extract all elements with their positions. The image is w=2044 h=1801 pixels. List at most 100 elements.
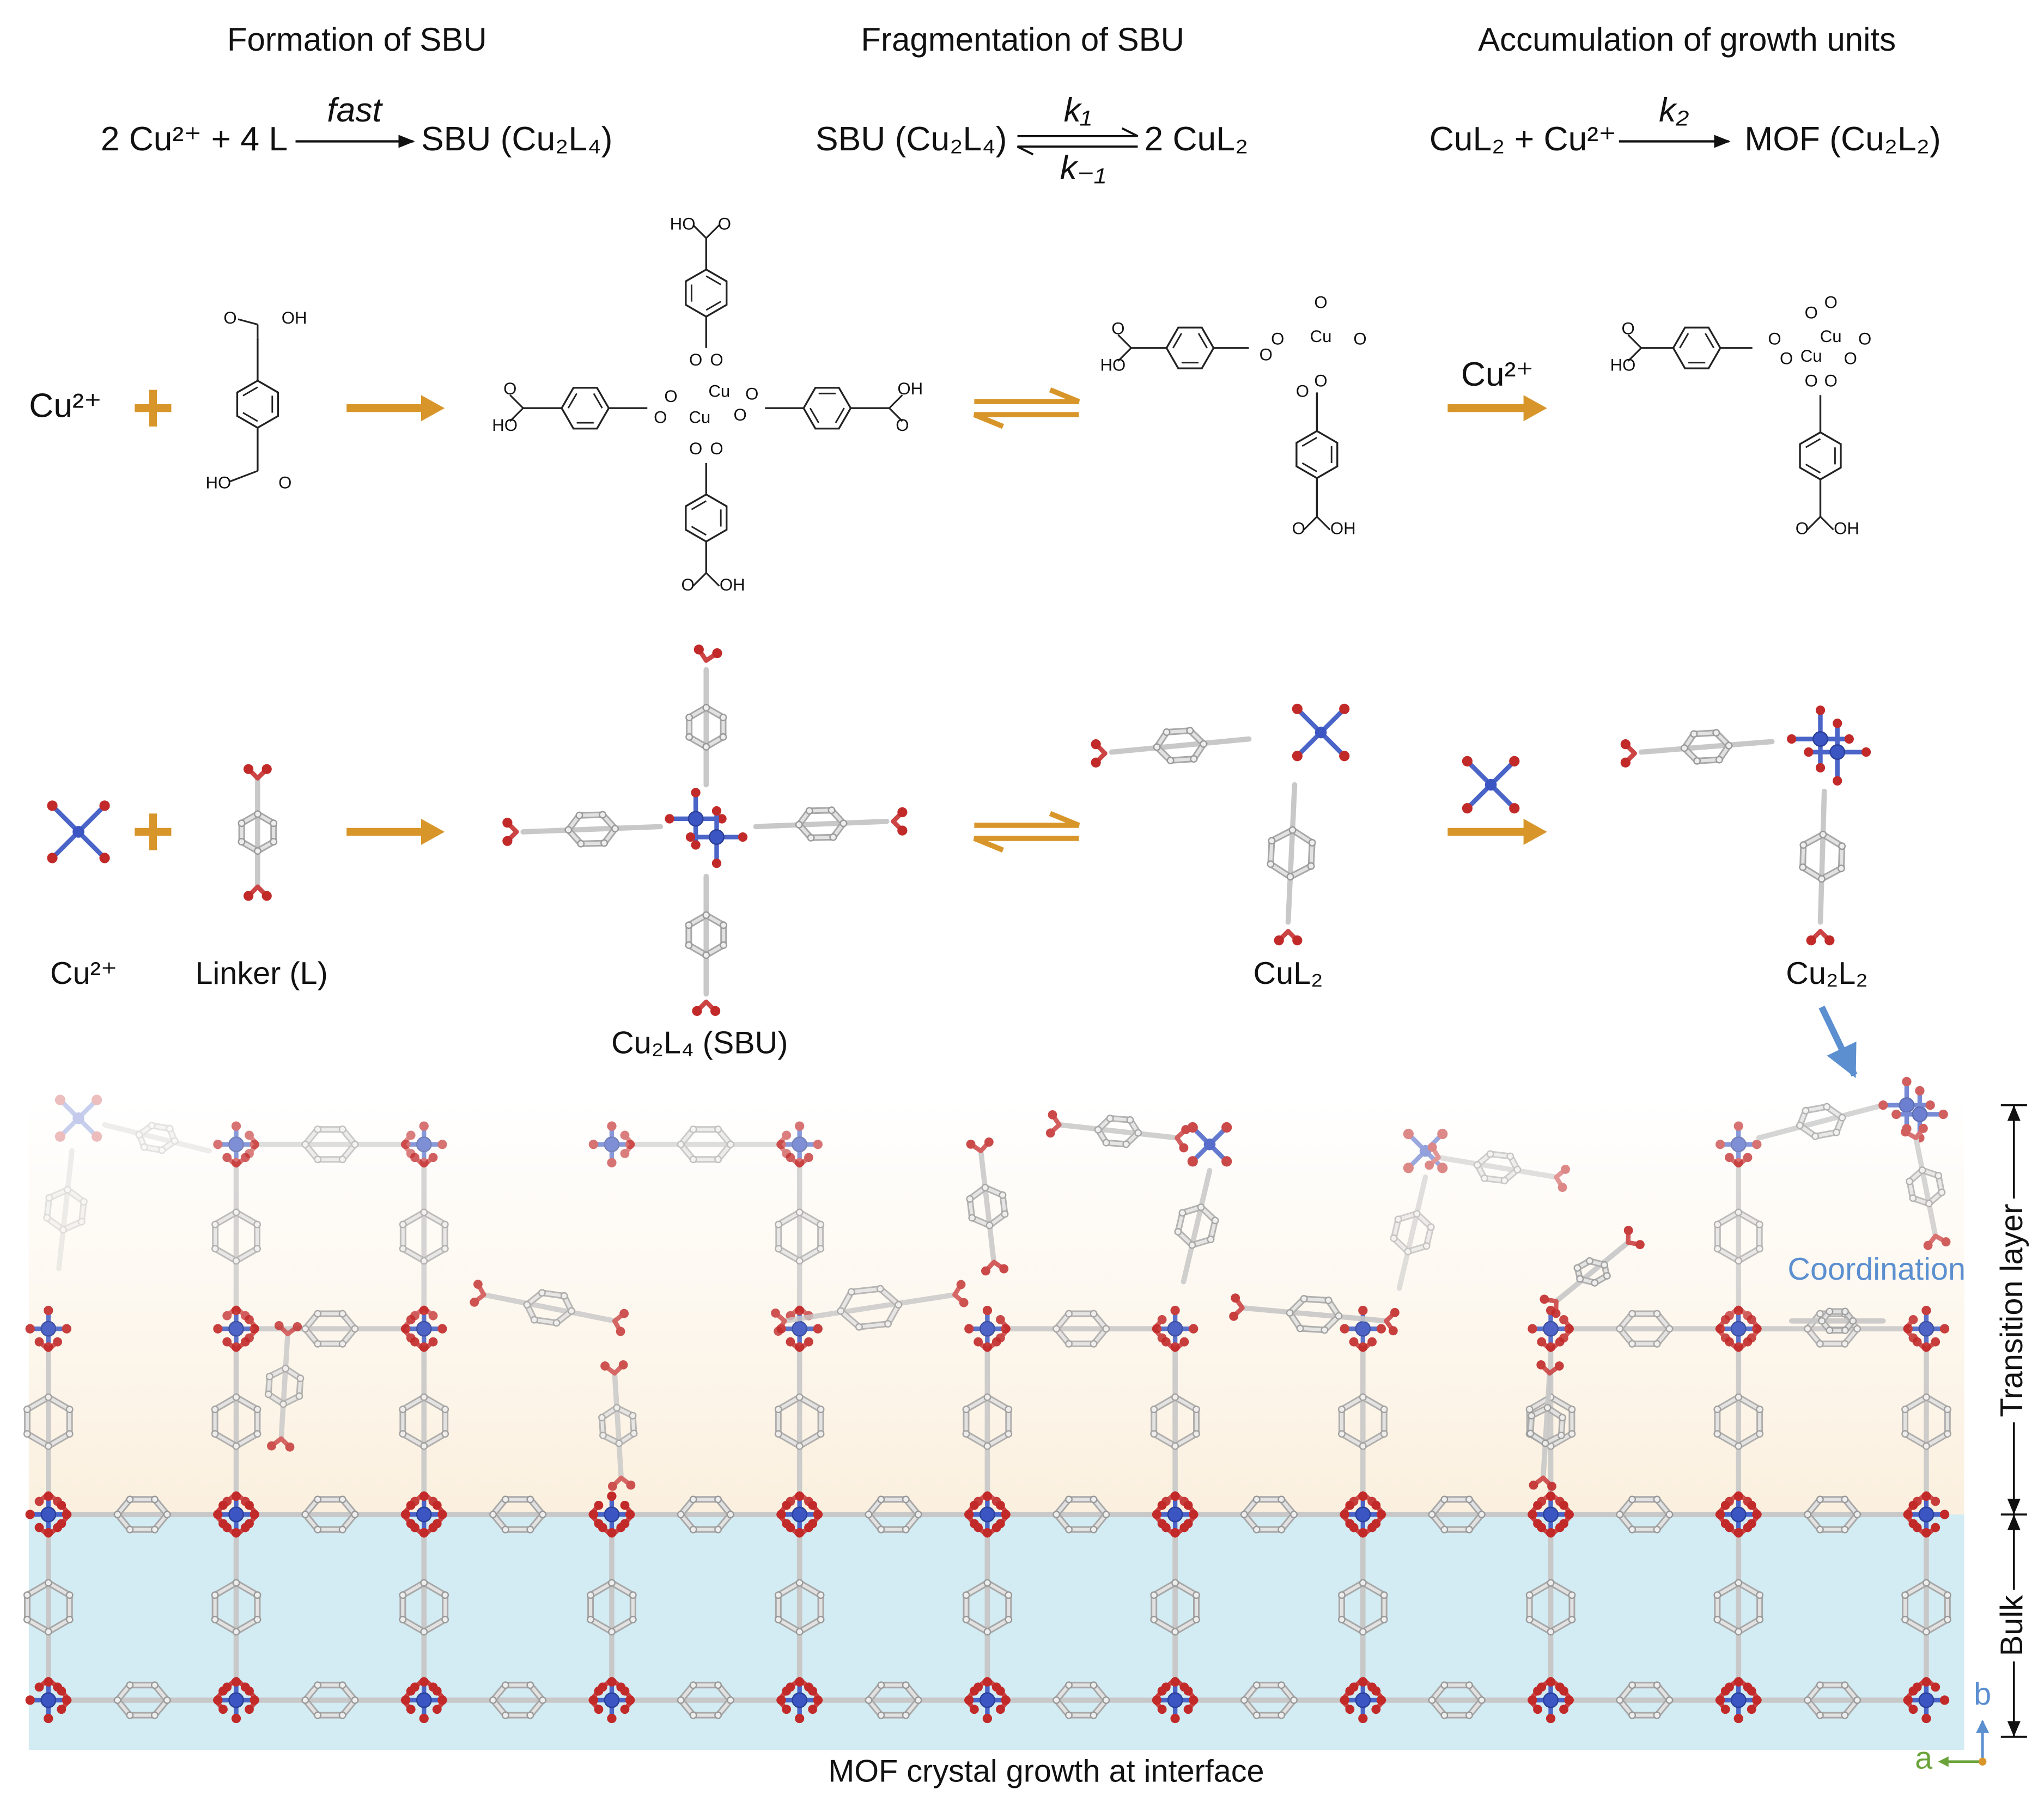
atom — [113, 1696, 121, 1704]
equilibrium-arrow — [974, 811, 1080, 828]
atom — [665, 814, 674, 824]
atom — [1090, 1711, 1098, 1719]
atom — [625, 1695, 635, 1705]
atom — [1853, 1511, 1862, 1519]
atom — [295, 1392, 303, 1400]
atom — [34, 1523, 44, 1532]
atom — [685, 733, 694, 741]
stick — [1396, 1174, 1428, 1291]
bond — [889, 394, 903, 409]
atom — [1203, 1138, 1216, 1151]
atom — [526, 1495, 534, 1504]
atom — [400, 1140, 411, 1149]
molecule — [211, 1153, 1763, 1321]
atom — [782, 1149, 792, 1158]
atom — [245, 1705, 254, 1714]
atom — [677, 1696, 685, 1704]
label: Linker (L) — [195, 956, 327, 991]
atom — [688, 811, 704, 827]
atom — [625, 1510, 635, 1519]
atom — [1540, 1294, 1549, 1304]
atom — [25, 1695, 35, 1705]
atom — [1376, 1324, 1386, 1334]
atom — [795, 1121, 805, 1131]
atom — [855, 1323, 863, 1331]
atom — [1558, 1414, 1566, 1422]
atom — [1193, 1430, 1200, 1438]
stick — [76, 1116, 99, 1139]
atom — [685, 832, 696, 842]
atom — [253, 1591, 261, 1599]
atom — [231, 1305, 241, 1316]
atom — [1564, 1695, 1574, 1705]
atom — [1221, 1122, 1232, 1133]
atom — [150, 1525, 159, 1534]
bond — [692, 224, 707, 239]
atom — [231, 1528, 241, 1538]
atom — [1161, 1496, 1171, 1506]
ring — [567, 393, 603, 424]
ring — [802, 387, 852, 430]
atom — [502, 836, 513, 846]
atom — [1229, 1311, 1239, 1321]
atom — [419, 1158, 429, 1167]
bond — [1117, 334, 1132, 349]
atom — [1413, 1210, 1421, 1218]
atom — [1102, 1696, 1110, 1704]
atom — [126, 1495, 134, 1504]
atom — [620, 1149, 630, 1158]
atom — [1403, 1128, 1414, 1140]
atom — [1178, 1209, 1187, 1217]
label: Cu₂L₂ — [1786, 956, 1867, 991]
atom — [232, 1628, 240, 1636]
atom — [1506, 1152, 1514, 1160]
atom — [23, 1591, 31, 1599]
atom — [62, 1324, 72, 1334]
atom — [1755, 1220, 1763, 1228]
atom — [795, 1442, 804, 1450]
atom — [594, 1519, 604, 1529]
atom — [1355, 1321, 1371, 1337]
atom — [1053, 1696, 1061, 1704]
atom — [1152, 1510, 1162, 1519]
atom — [1528, 1324, 1537, 1334]
atom — [1267, 860, 1275, 868]
atom — [1340, 1324, 1349, 1334]
bond — [889, 407, 903, 422]
atom — [231, 1121, 241, 1131]
atom — [1903, 1695, 1913, 1705]
atom — [253, 810, 261, 818]
stick — [1756, 1102, 1886, 1141]
atom — [1358, 1491, 1368, 1501]
atom — [1931, 1337, 1940, 1347]
atom — [983, 1628, 991, 1636]
bracket-head — [2007, 1721, 2021, 1737]
atom — [23, 1615, 31, 1623]
atom — [1001, 1510, 1011, 1519]
atom — [817, 1591, 825, 1599]
atom — [805, 807, 813, 815]
atom — [1841, 1340, 1849, 1348]
stick — [50, 803, 81, 835]
atom — [968, 1214, 976, 1222]
atom — [72, 1112, 84, 1124]
atom — [560, 1292, 568, 1300]
atom — [1541, 1439, 1549, 1447]
atom — [1106, 1115, 1114, 1122]
ring — [690, 275, 721, 311]
atom — [44, 1579, 52, 1587]
atom — [1838, 842, 1846, 850]
atom — [538, 1289, 546, 1297]
bond — [1117, 347, 1132, 362]
atom — [1157, 1686, 1167, 1696]
stick — [58, 1116, 81, 1139]
atom — [245, 1686, 254, 1696]
atom — [1819, 830, 1827, 838]
atom — [689, 1495, 697, 1504]
atom — [1653, 1495, 1661, 1504]
atom — [1712, 729, 1720, 737]
atom — [1252, 1711, 1261, 1719]
atom — [1923, 1240, 1933, 1250]
atom — [1150, 1591, 1158, 1599]
bond — [229, 470, 258, 483]
